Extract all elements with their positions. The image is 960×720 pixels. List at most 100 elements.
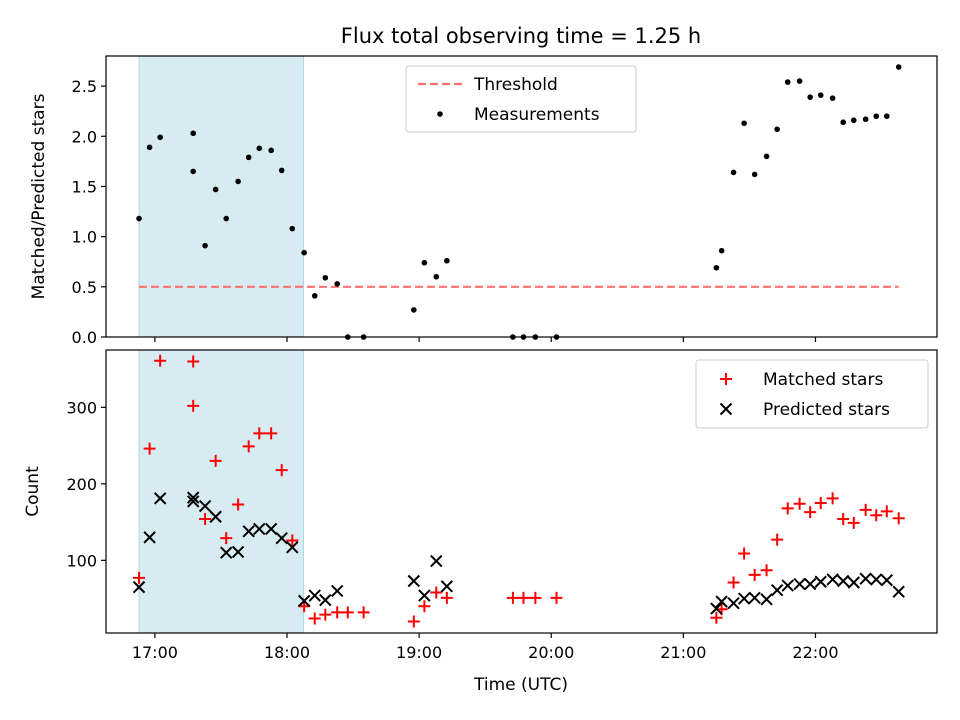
data-point bbox=[190, 168, 196, 175]
data-point bbox=[883, 113, 890, 120]
data-point bbox=[430, 586, 443, 599]
data-point bbox=[781, 579, 794, 592]
data-point bbox=[418, 600, 431, 613]
data-point bbox=[256, 145, 263, 152]
data-point bbox=[840, 119, 846, 126]
data-point bbox=[331, 606, 344, 619]
data-point bbox=[133, 571, 146, 584]
data-point bbox=[322, 274, 329, 281]
data-point bbox=[153, 492, 167, 505]
data-point bbox=[253, 427, 266, 440]
data-point bbox=[710, 602, 723, 615]
data-point bbox=[198, 499, 212, 513]
y-tick-label: 100 bbox=[66, 551, 97, 570]
data-point bbox=[357, 606, 370, 619]
data-point bbox=[440, 580, 454, 593]
data-point bbox=[738, 547, 751, 560]
y-tick-label: 1.5 bbox=[72, 177, 97, 196]
data-point bbox=[892, 585, 905, 598]
data-point bbox=[826, 573, 839, 586]
data-point bbox=[232, 498, 245, 511]
data-point bbox=[713, 264, 720, 271]
data-point bbox=[862, 116, 869, 123]
x-axis-label: Time (UTC) bbox=[473, 675, 568, 695]
data-point bbox=[132, 580, 146, 594]
data-point bbox=[880, 505, 893, 518]
data-point bbox=[727, 576, 740, 589]
data-point bbox=[418, 589, 431, 602]
data-point bbox=[760, 593, 773, 606]
data-point bbox=[220, 546, 233, 559]
data-point bbox=[253, 522, 266, 536]
y-axis-label-bottom: Count bbox=[23, 466, 43, 517]
data-point bbox=[154, 354, 167, 367]
legend-box bbox=[695, 359, 929, 429]
data-point bbox=[880, 574, 894, 587]
data-point bbox=[223, 215, 230, 222]
data-point bbox=[529, 591, 542, 604]
data-point bbox=[319, 593, 332, 607]
data-point bbox=[264, 522, 278, 536]
data-point bbox=[311, 293, 318, 299]
data-point bbox=[136, 215, 142, 222]
data-point bbox=[265, 427, 278, 440]
data-point bbox=[718, 247, 725, 254]
data-point bbox=[793, 497, 806, 510]
data-point bbox=[190, 130, 196, 137]
data-point bbox=[751, 171, 758, 178]
y-tick-label: 0.0 bbox=[72, 328, 97, 347]
data-point bbox=[781, 502, 794, 515]
data-point bbox=[334, 281, 341, 287]
data-point bbox=[859, 503, 872, 516]
y-tick-label: 1.0 bbox=[72, 228, 97, 247]
data-point bbox=[275, 464, 288, 477]
legend-bottom: Matched stars Predicted stars bbox=[695, 359, 929, 429]
data-point bbox=[433, 273, 440, 280]
legend-measurements-swatch bbox=[437, 111, 443, 117]
legend-measurements-label: Measurements bbox=[474, 105, 600, 125]
legend-predicted-label: Predicted stars bbox=[763, 400, 890, 420]
data-point bbox=[187, 355, 200, 368]
data-point bbox=[341, 606, 354, 619]
data-point bbox=[157, 134, 163, 141]
shaded-region-bottom bbox=[138, 349, 305, 634]
data-point bbox=[748, 568, 761, 581]
y-tick-label: 300 bbox=[66, 398, 97, 417]
data-point bbox=[242, 440, 255, 453]
data-point bbox=[737, 592, 751, 605]
data-point bbox=[550, 591, 563, 604]
data-point bbox=[187, 399, 200, 412]
legend-matched-label: Matched stars bbox=[763, 370, 883, 390]
data-point bbox=[741, 120, 747, 127]
data-point bbox=[784, 79, 791, 85]
data-point bbox=[796, 78, 803, 84]
data-point bbox=[319, 608, 332, 621]
data-point bbox=[506, 591, 519, 604]
axes-frame-top bbox=[105, 55, 938, 338]
legend-predicted-swatch bbox=[719, 402, 733, 416]
panel-ratio: 0.0 0.5 1.0 1.5 2.0 2.5 Matched/Predicted star… bbox=[29, 55, 938, 347]
data-point bbox=[817, 92, 824, 98]
y-tick-label: 2.5 bbox=[72, 77, 97, 96]
data-point bbox=[330, 584, 344, 598]
data-point bbox=[730, 169, 737, 176]
data-point bbox=[814, 575, 827, 588]
data-point bbox=[202, 242, 208, 249]
data-point bbox=[847, 516, 860, 529]
data-point bbox=[837, 513, 850, 526]
data-point bbox=[301, 249, 307, 256]
data-point bbox=[763, 153, 770, 160]
y-axis-label-top: Matched/Predicted stars bbox=[29, 93, 49, 299]
data-point bbox=[814, 496, 827, 509]
data-point bbox=[143, 442, 156, 455]
data-point bbox=[209, 510, 222, 523]
data-point bbox=[803, 577, 817, 591]
data-point bbox=[275, 531, 288, 545]
data-point bbox=[286, 534, 299, 547]
data-point bbox=[793, 577, 806, 591]
y-tick-label: 0.5 bbox=[72, 278, 97, 297]
data-point bbox=[710, 611, 723, 624]
data-point bbox=[235, 178, 241, 185]
data-point bbox=[411, 307, 417, 313]
data-point bbox=[836, 574, 850, 588]
